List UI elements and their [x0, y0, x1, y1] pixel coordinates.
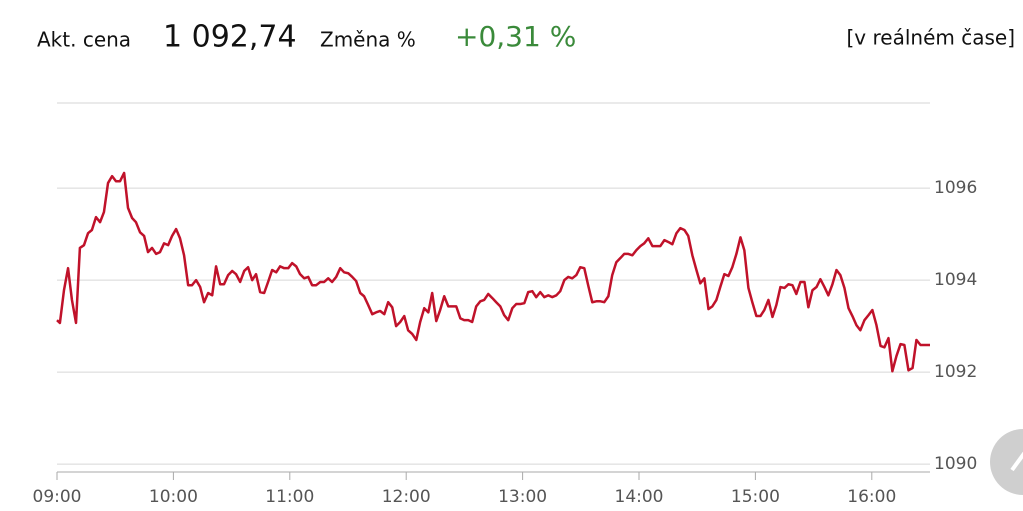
price-label: Akt. cena [37, 28, 131, 52]
price-line [56, 171, 930, 373]
change-label: Změna % [320, 28, 416, 52]
y-tick-label: 1092 [934, 362, 977, 382]
y-tick-label: 1090 [934, 454, 977, 474]
x-tick-label: 13:00 [498, 487, 547, 507]
y-tick-label: 1096 [934, 178, 977, 198]
x-tick-label: 12:00 [382, 487, 431, 507]
x-tick-label: 10:00 [149, 487, 198, 507]
realtime-note: [v reálném čase] [847, 26, 1016, 50]
x-tick-label: 16:00 [847, 487, 896, 507]
x-tick-label: 14:00 [615, 487, 664, 507]
change: +0,31 % [455, 20, 576, 53]
scroll-icon [1010, 451, 1023, 472]
price: 1 092,74 [163, 20, 297, 55]
x-tick-label: 09:00 [33, 487, 82, 507]
x-tick-label: 11:00 [265, 487, 314, 507]
scroll-button[interactable] [990, 429, 1023, 495]
x-tick-label: 15:00 [731, 487, 780, 507]
y-tick-label: 1094 [934, 270, 977, 290]
